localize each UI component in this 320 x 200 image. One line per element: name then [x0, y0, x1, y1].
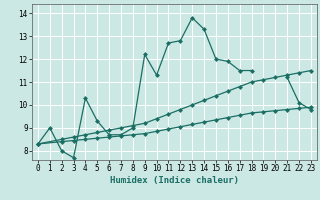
X-axis label: Humidex (Indice chaleur): Humidex (Indice chaleur): [110, 176, 239, 185]
